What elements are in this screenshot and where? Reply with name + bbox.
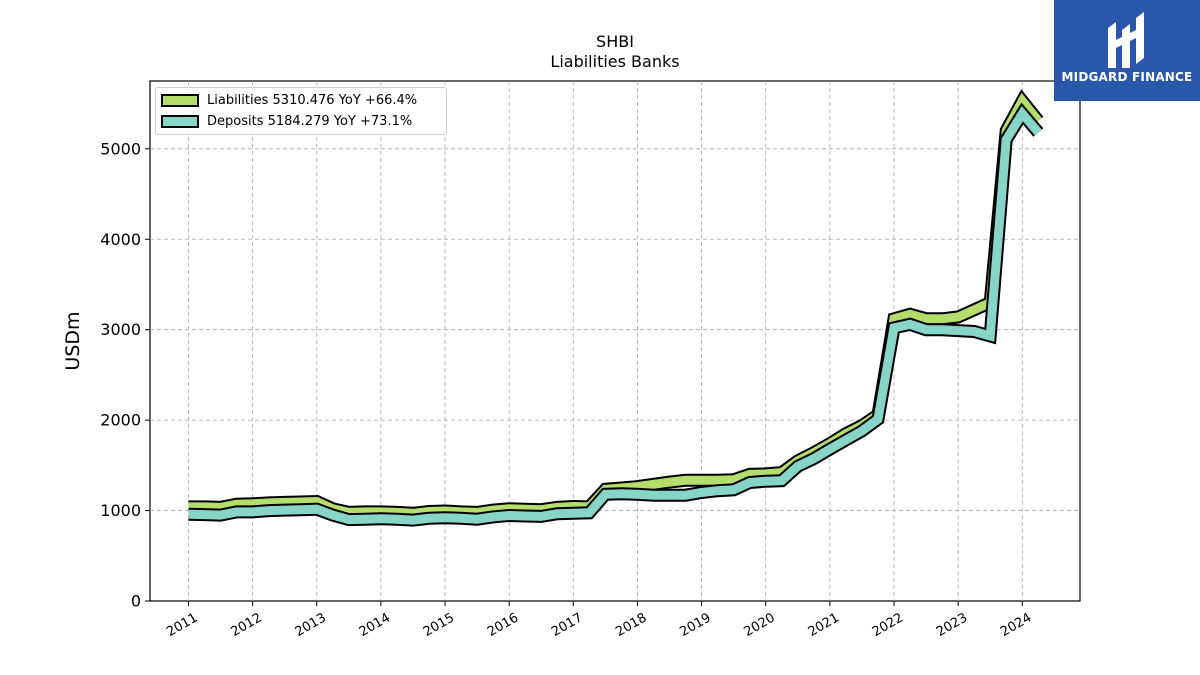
plot-frame (149, 80, 1081, 602)
series-layer (188, 89, 1044, 527)
x-tick-label: 2017 (549, 610, 585, 640)
x-tick-label: 2015 (421, 610, 457, 640)
legend-swatch-deposits (161, 114, 199, 128)
legend-label-deposits: Deposits 5184.279 YoY +73.1% (207, 113, 413, 129)
y-tick-label: 2000 (100, 411, 141, 430)
chart-subtitle: Liabilities Banks (550, 52, 680, 71)
legend-swatch-liabilities (161, 93, 199, 107)
legend-label-liabilities: Liabilities 5310.476 YoY +66.4% (207, 92, 418, 108)
y-axis-label: USDm (62, 311, 84, 370)
legend-entry-liabilities: Liabilities 5310.476 YoY +66.4% (161, 91, 417, 109)
x-axis-ticks: 2011 2012 2013 2014 2015 2016 2017 2018 2019 2020… (164, 601, 1034, 640)
y-tick-label: 5000 (100, 139, 141, 158)
x-tick-label: 2013 (293, 610, 329, 640)
x-tick-label: 2016 (485, 610, 521, 640)
y-tick-label: 1000 (100, 501, 141, 520)
x-tick-label: 2014 (357, 610, 393, 640)
x-tick-label: 2024 (998, 610, 1034, 640)
x-tick-label: 2023 (934, 610, 970, 640)
x-tick-label: 2021 (806, 610, 842, 640)
series-line-deposits (188, 105, 1042, 525)
y-tick-label: 3000 (100, 320, 141, 339)
legend: Liabilities 5310.476 YoY +66.4% Deposits… (155, 87, 447, 135)
series-outline-liabilities (188, 89, 1044, 520)
grid-lines (150, 81, 1080, 601)
brand-name: MIDGARD FINANCE (1061, 70, 1193, 84)
x-tick-label: 2012 (228, 610, 264, 640)
x-tick-label: 2022 (870, 610, 906, 640)
x-tick-label: 2020 (742, 610, 778, 640)
chart-title: SHBI (596, 32, 634, 51)
legend-entry-deposits: Deposits 5184.279 YoY +73.1% (161, 112, 412, 130)
series-line-liabilities (188, 92, 1042, 518)
x-tick-label: 2019 (677, 610, 713, 640)
brand-logo: MIDGARD FINANCE (1054, 0, 1200, 101)
x-tick-label: 2018 (613, 610, 649, 640)
y-axis-ticks: 0 1000 2000 3000 4000 5000 (100, 139, 150, 611)
y-tick-label: 0 (131, 592, 141, 611)
x-tick-label: 2011 (164, 610, 200, 640)
midgard-logo-icon (1108, 12, 1144, 68)
y-tick-label: 4000 (100, 230, 141, 249)
